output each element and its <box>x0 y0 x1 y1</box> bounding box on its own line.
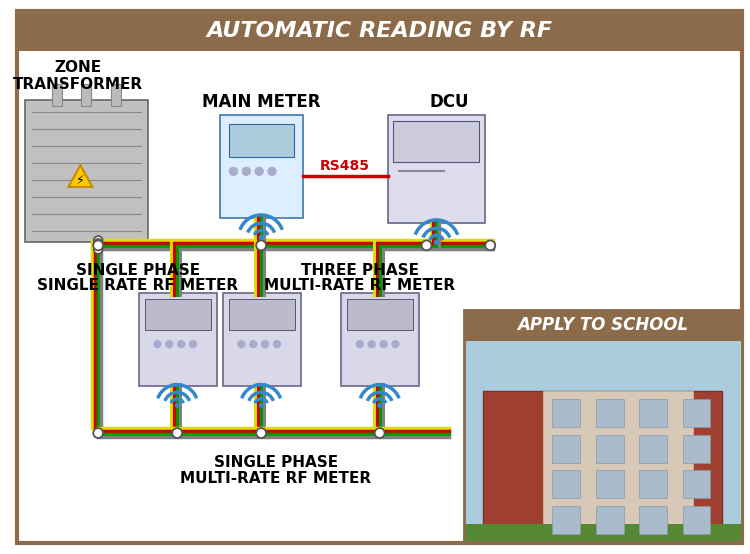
Circle shape <box>485 240 495 250</box>
FancyBboxPatch shape <box>682 399 710 427</box>
FancyBboxPatch shape <box>553 470 580 498</box>
Text: SINGLE PHASE: SINGLE PHASE <box>76 263 200 278</box>
FancyBboxPatch shape <box>542 391 693 542</box>
FancyBboxPatch shape <box>17 11 742 51</box>
Text: ⚡: ⚡ <box>76 174 85 187</box>
FancyBboxPatch shape <box>394 121 479 162</box>
Circle shape <box>94 242 103 251</box>
FancyBboxPatch shape <box>229 124 294 157</box>
Circle shape <box>380 341 387 347</box>
Circle shape <box>256 428 266 438</box>
FancyBboxPatch shape <box>640 435 667 463</box>
FancyBboxPatch shape <box>464 310 742 341</box>
FancyBboxPatch shape <box>682 470 710 498</box>
Text: RS485: RS485 <box>320 160 370 173</box>
Circle shape <box>260 404 262 407</box>
Text: MULTI-RATE RF METER: MULTI-RATE RF METER <box>264 279 455 294</box>
FancyBboxPatch shape <box>220 115 302 218</box>
FancyBboxPatch shape <box>682 506 710 534</box>
Circle shape <box>255 167 263 175</box>
FancyBboxPatch shape <box>145 299 211 330</box>
FancyBboxPatch shape <box>596 470 623 498</box>
FancyBboxPatch shape <box>341 293 419 386</box>
FancyBboxPatch shape <box>17 11 742 543</box>
Circle shape <box>190 341 196 347</box>
Circle shape <box>375 428 385 438</box>
Circle shape <box>93 428 103 438</box>
Circle shape <box>256 240 266 250</box>
Circle shape <box>154 341 161 347</box>
FancyBboxPatch shape <box>52 84 62 106</box>
Text: TRANSFORMER: TRANSFORMER <box>13 77 143 92</box>
Circle shape <box>392 341 399 347</box>
Circle shape <box>268 167 276 175</box>
FancyBboxPatch shape <box>111 84 121 106</box>
FancyBboxPatch shape <box>553 506 580 534</box>
FancyBboxPatch shape <box>139 293 217 386</box>
FancyBboxPatch shape <box>596 435 623 463</box>
Circle shape <box>434 240 438 244</box>
FancyBboxPatch shape <box>640 399 667 427</box>
Circle shape <box>94 245 103 254</box>
Text: THREE PHASE: THREE PHASE <box>301 263 419 278</box>
Circle shape <box>368 341 375 347</box>
Circle shape <box>166 341 172 347</box>
Text: ZONE: ZONE <box>55 60 102 75</box>
FancyBboxPatch shape <box>464 341 742 542</box>
Text: MULTI-RATE RF METER: MULTI-RATE RF METER <box>181 471 371 486</box>
FancyBboxPatch shape <box>682 435 710 463</box>
FancyBboxPatch shape <box>347 299 413 330</box>
Circle shape <box>242 167 250 175</box>
Circle shape <box>262 341 268 347</box>
Text: SINGLE RATE RF METER: SINGLE RATE RF METER <box>37 279 238 294</box>
FancyBboxPatch shape <box>25 100 148 243</box>
Text: APPLY TO SCHOOL: APPLY TO SCHOOL <box>518 316 688 335</box>
Text: MAIN METER: MAIN METER <box>202 93 320 111</box>
Polygon shape <box>68 165 92 187</box>
Circle shape <box>94 239 103 248</box>
Circle shape <box>250 341 256 347</box>
Circle shape <box>230 167 238 175</box>
Circle shape <box>238 341 244 347</box>
FancyBboxPatch shape <box>596 399 623 427</box>
FancyBboxPatch shape <box>553 399 580 427</box>
FancyBboxPatch shape <box>640 470 667 498</box>
FancyBboxPatch shape <box>464 524 742 542</box>
Circle shape <box>260 235 263 239</box>
Circle shape <box>356 341 363 347</box>
Circle shape <box>378 404 382 407</box>
FancyBboxPatch shape <box>223 293 301 386</box>
Circle shape <box>274 341 280 347</box>
Text: SINGLE PHASE: SINGLE PHASE <box>214 455 338 470</box>
Circle shape <box>93 240 103 250</box>
Circle shape <box>178 341 184 347</box>
FancyBboxPatch shape <box>82 84 92 106</box>
Text: AUTOMATIC READING BY RF: AUTOMATIC READING BY RF <box>206 21 553 41</box>
Circle shape <box>94 236 103 245</box>
Text: DCU: DCU <box>429 93 469 111</box>
Circle shape <box>422 240 431 250</box>
FancyBboxPatch shape <box>388 115 485 223</box>
FancyBboxPatch shape <box>640 506 667 534</box>
Circle shape <box>176 404 179 407</box>
FancyBboxPatch shape <box>596 506 623 534</box>
FancyBboxPatch shape <box>483 391 722 542</box>
Circle shape <box>172 428 182 438</box>
FancyBboxPatch shape <box>229 299 295 330</box>
FancyBboxPatch shape <box>553 435 580 463</box>
